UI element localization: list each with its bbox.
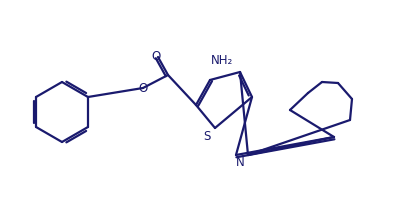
Text: NH₂: NH₂ xyxy=(210,53,232,67)
Text: O: O xyxy=(151,50,160,62)
Text: N: N xyxy=(235,156,244,170)
Text: S: S xyxy=(203,131,210,143)
Text: O: O xyxy=(138,82,147,94)
